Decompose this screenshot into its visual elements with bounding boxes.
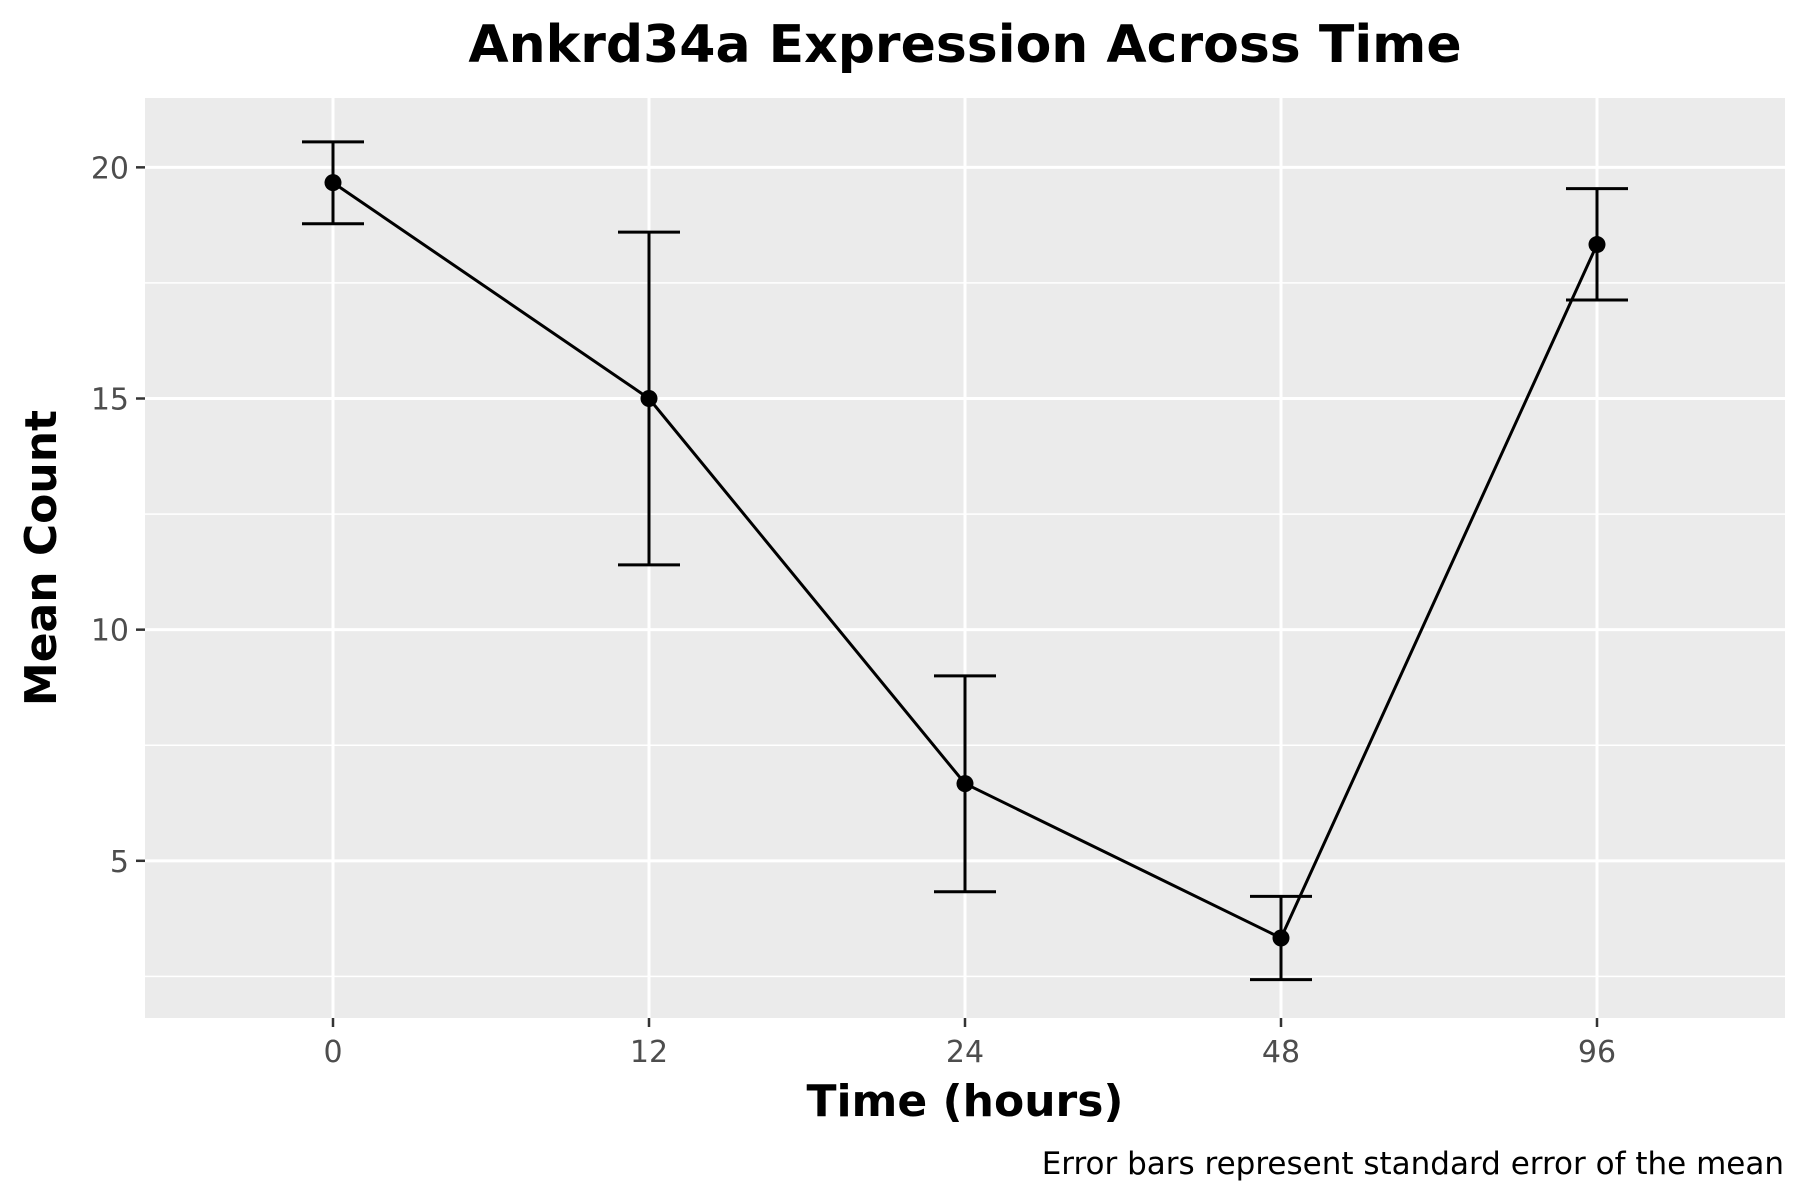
y-axis-ticks: 5 10 15 20 <box>91 151 145 880</box>
x-tick-label: 48 <box>1262 1035 1300 1070</box>
x-axis-ticks: 0 12 24 48 96 <box>323 1018 1616 1070</box>
y-tick-label: 20 <box>91 151 129 186</box>
data-point <box>956 775 974 793</box>
data-point <box>324 174 342 192</box>
chart-caption: Error bars represent standard error of t… <box>1042 1146 1784 1182</box>
chart-title: Ankrd34a Expression Across Time <box>468 15 1461 75</box>
y-tick-label: 5 <box>110 845 129 880</box>
data-points <box>324 174 1606 947</box>
x-tick-label: 24 <box>946 1035 984 1070</box>
x-tick-label: 96 <box>1578 1035 1616 1070</box>
x-axis-title: Time (hours) <box>806 1076 1123 1127</box>
data-point <box>640 390 658 408</box>
y-axis-title: Mean Count <box>16 410 67 706</box>
y-tick-label: 15 <box>91 383 129 418</box>
data-point <box>1588 236 1606 254</box>
x-tick-label: 0 <box>323 1035 342 1070</box>
data-point <box>1272 929 1290 947</box>
y-tick-label: 10 <box>91 614 129 649</box>
x-tick-label: 12 <box>630 1035 668 1070</box>
